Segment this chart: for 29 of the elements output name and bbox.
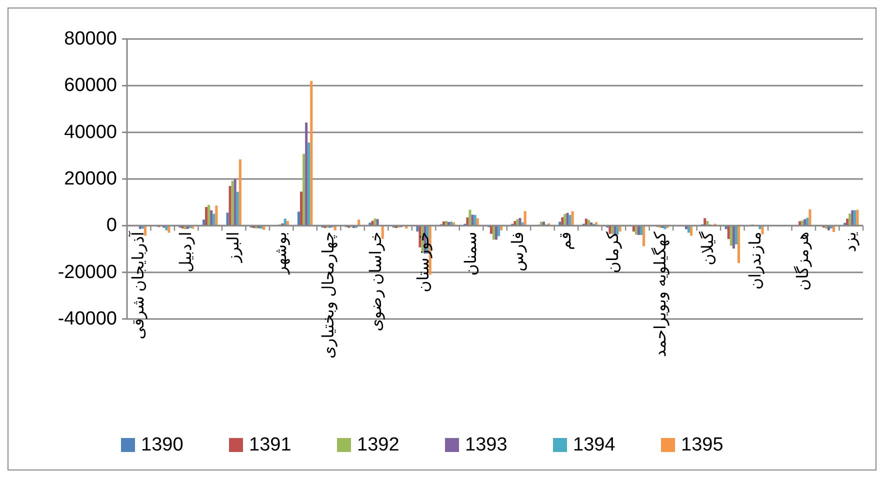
x-tick-label: مازندران bbox=[748, 232, 765, 290]
x-tick-label: قم bbox=[558, 232, 575, 250]
y-tick-label: -20000 bbox=[58, 262, 117, 283]
x-tick-label: خوزستان bbox=[415, 232, 432, 292]
legend-label: 1390 bbox=[141, 434, 184, 456]
x-tick-label: سمنان bbox=[462, 232, 480, 276]
y-tick-label: -40000 bbox=[58, 308, 117, 330]
x-tick-label: چهارمحال وبختیاری bbox=[320, 232, 338, 359]
x-tick-label: آذربایجان شرقی bbox=[127, 230, 148, 340]
x-tick-label: گیلان bbox=[698, 231, 718, 266]
legend-label: 1393 bbox=[465, 434, 508, 456]
y-tick-label: 40000 bbox=[64, 122, 117, 143]
x-tick-label: کرمان bbox=[605, 231, 622, 274]
x-tick-label: فارس bbox=[510, 232, 528, 272]
y-tick-label: 20000 bbox=[64, 168, 117, 190]
y-tick-label: 0 bbox=[106, 215, 117, 236]
y-tick-label: 60000 bbox=[64, 75, 117, 96]
legend-label: 1394 bbox=[573, 434, 616, 456]
x-tick-label: اردبیل bbox=[178, 232, 195, 272]
x-tick-label: خراسان رضوی bbox=[368, 232, 385, 332]
legend-label: 1391 bbox=[249, 434, 292, 456]
x-tick-label: البرز bbox=[225, 232, 242, 264]
y-tick-label: 80000 bbox=[64, 28, 117, 50]
x-tick-label: هرمزگان bbox=[793, 232, 812, 291]
legend-label: 1395 bbox=[681, 434, 724, 456]
legend-label: 1392 bbox=[357, 434, 400, 456]
x-tick-label: بوشهر bbox=[272, 232, 290, 275]
x-tick-label: یزد bbox=[842, 232, 860, 252]
x-tick-label: کهگیلویه وبویراحمد bbox=[650, 231, 670, 358]
